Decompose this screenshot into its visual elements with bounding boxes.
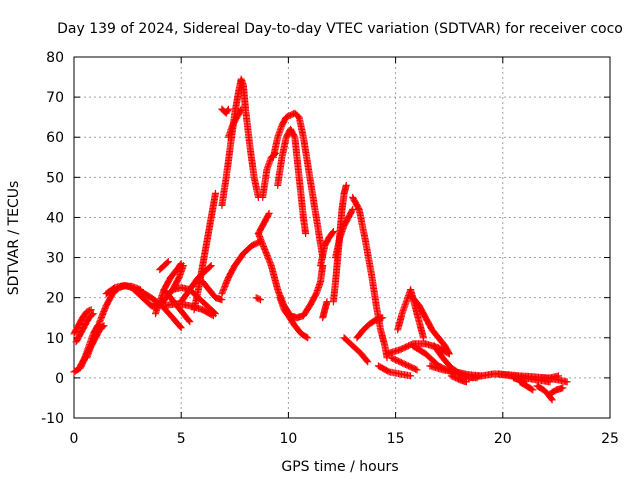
series-track-20 <box>218 238 264 298</box>
series-track-49 <box>546 384 567 398</box>
series-track-26 <box>274 125 310 237</box>
y-tick-label: 0 <box>55 371 64 387</box>
y-tick-label: 10 <box>46 331 64 347</box>
series-track-50 <box>537 372 562 382</box>
y-tick-label: 70 <box>46 90 64 106</box>
data-point-markers <box>274 125 310 237</box>
series-track-8 <box>156 258 172 274</box>
series-track-11 <box>134 286 185 332</box>
series-track-2 <box>70 306 95 338</box>
data-point-markers <box>537 372 562 382</box>
series-track-47 <box>516 378 537 394</box>
y-tick-label: 40 <box>46 210 64 226</box>
data-point-markers <box>349 193 391 362</box>
x-tick-label: 10 <box>279 431 297 447</box>
data-point-markers <box>252 294 264 304</box>
data-point-markers <box>259 149 279 201</box>
data-point-markers <box>156 258 172 274</box>
series-track-38 <box>409 294 453 358</box>
data-point-markers <box>218 238 264 298</box>
series-track-5 <box>72 310 97 346</box>
y-tick-label: 60 <box>46 130 64 146</box>
series-track-17 <box>218 75 262 209</box>
y-tick-label: -10 <box>41 411 64 427</box>
series-track-28 <box>317 228 337 270</box>
x-tick-label: 5 <box>177 431 186 447</box>
series-track-6 <box>102 282 144 298</box>
data-point-markers <box>340 334 372 366</box>
data-point-markers <box>374 362 415 380</box>
series-track-32 <box>349 193 391 362</box>
series-track-19 <box>218 105 232 117</box>
x-tick-label: 25 <box>601 431 619 447</box>
data-point-markers <box>317 228 337 270</box>
data-point-markers <box>276 294 312 342</box>
series-track-36 <box>374 362 415 380</box>
series-track-35 <box>387 354 421 374</box>
series-track-27 <box>276 294 312 342</box>
y-tick-label: 20 <box>46 291 64 307</box>
series-track-33 <box>353 314 387 342</box>
data-point-markers <box>70 306 95 338</box>
data-point-markers <box>224 105 245 141</box>
data-point-markers <box>102 282 144 298</box>
data-point-markers <box>72 310 97 346</box>
series-track-4 <box>83 322 108 362</box>
y-axis-label: SDTVAR / TECUs <box>6 181 22 296</box>
series-track-29 <box>319 298 331 322</box>
data-point-markers <box>447 372 470 386</box>
data-point-markers <box>546 384 567 398</box>
x-tick-label: 20 <box>494 431 512 447</box>
data-point-markers <box>516 378 537 394</box>
y-tick-label: 50 <box>46 170 64 186</box>
x-tick-label: 15 <box>387 431 405 447</box>
data-point-markers <box>134 286 185 332</box>
x-axis-label: GPS time / hours <box>281 459 398 475</box>
series-track-15 <box>190 189 219 314</box>
data-points <box>70 75 571 404</box>
series-track-34 <box>340 334 372 366</box>
series-track-18 <box>224 105 245 141</box>
data-point-markers <box>199 278 226 304</box>
chart-title: Day 139 of 2024, Sidereal Day-to-day VTE… <box>57 21 623 37</box>
y-tick-label: 30 <box>46 251 64 267</box>
data-point-markers <box>254 230 327 322</box>
data-point-markers <box>218 105 232 117</box>
data-point-markers <box>353 314 387 342</box>
series-track-23 <box>254 230 327 322</box>
plot-frame <box>73 56 611 419</box>
data-point-markers <box>190 189 219 314</box>
data-point-markers <box>218 75 262 209</box>
series-track-21 <box>252 294 264 304</box>
data-point-markers <box>387 354 421 374</box>
series-track-16 <box>199 278 226 304</box>
x-tick-labels: 0 5 10 15 20 25 <box>70 431 619 447</box>
data-point-markers <box>83 322 108 362</box>
series-track-44 <box>447 372 470 386</box>
series-track-25 <box>259 149 279 201</box>
data-point-markers <box>332 205 357 262</box>
data-point-markers <box>319 298 331 322</box>
data-point-markers <box>409 294 453 358</box>
series-track-31 <box>332 205 357 262</box>
y-tick-labels: -10 0 10 20 30 40 50 60 70 80 <box>41 50 64 427</box>
x-tick-label: 0 <box>70 431 79 447</box>
y-tick-label: 80 <box>46 50 64 66</box>
